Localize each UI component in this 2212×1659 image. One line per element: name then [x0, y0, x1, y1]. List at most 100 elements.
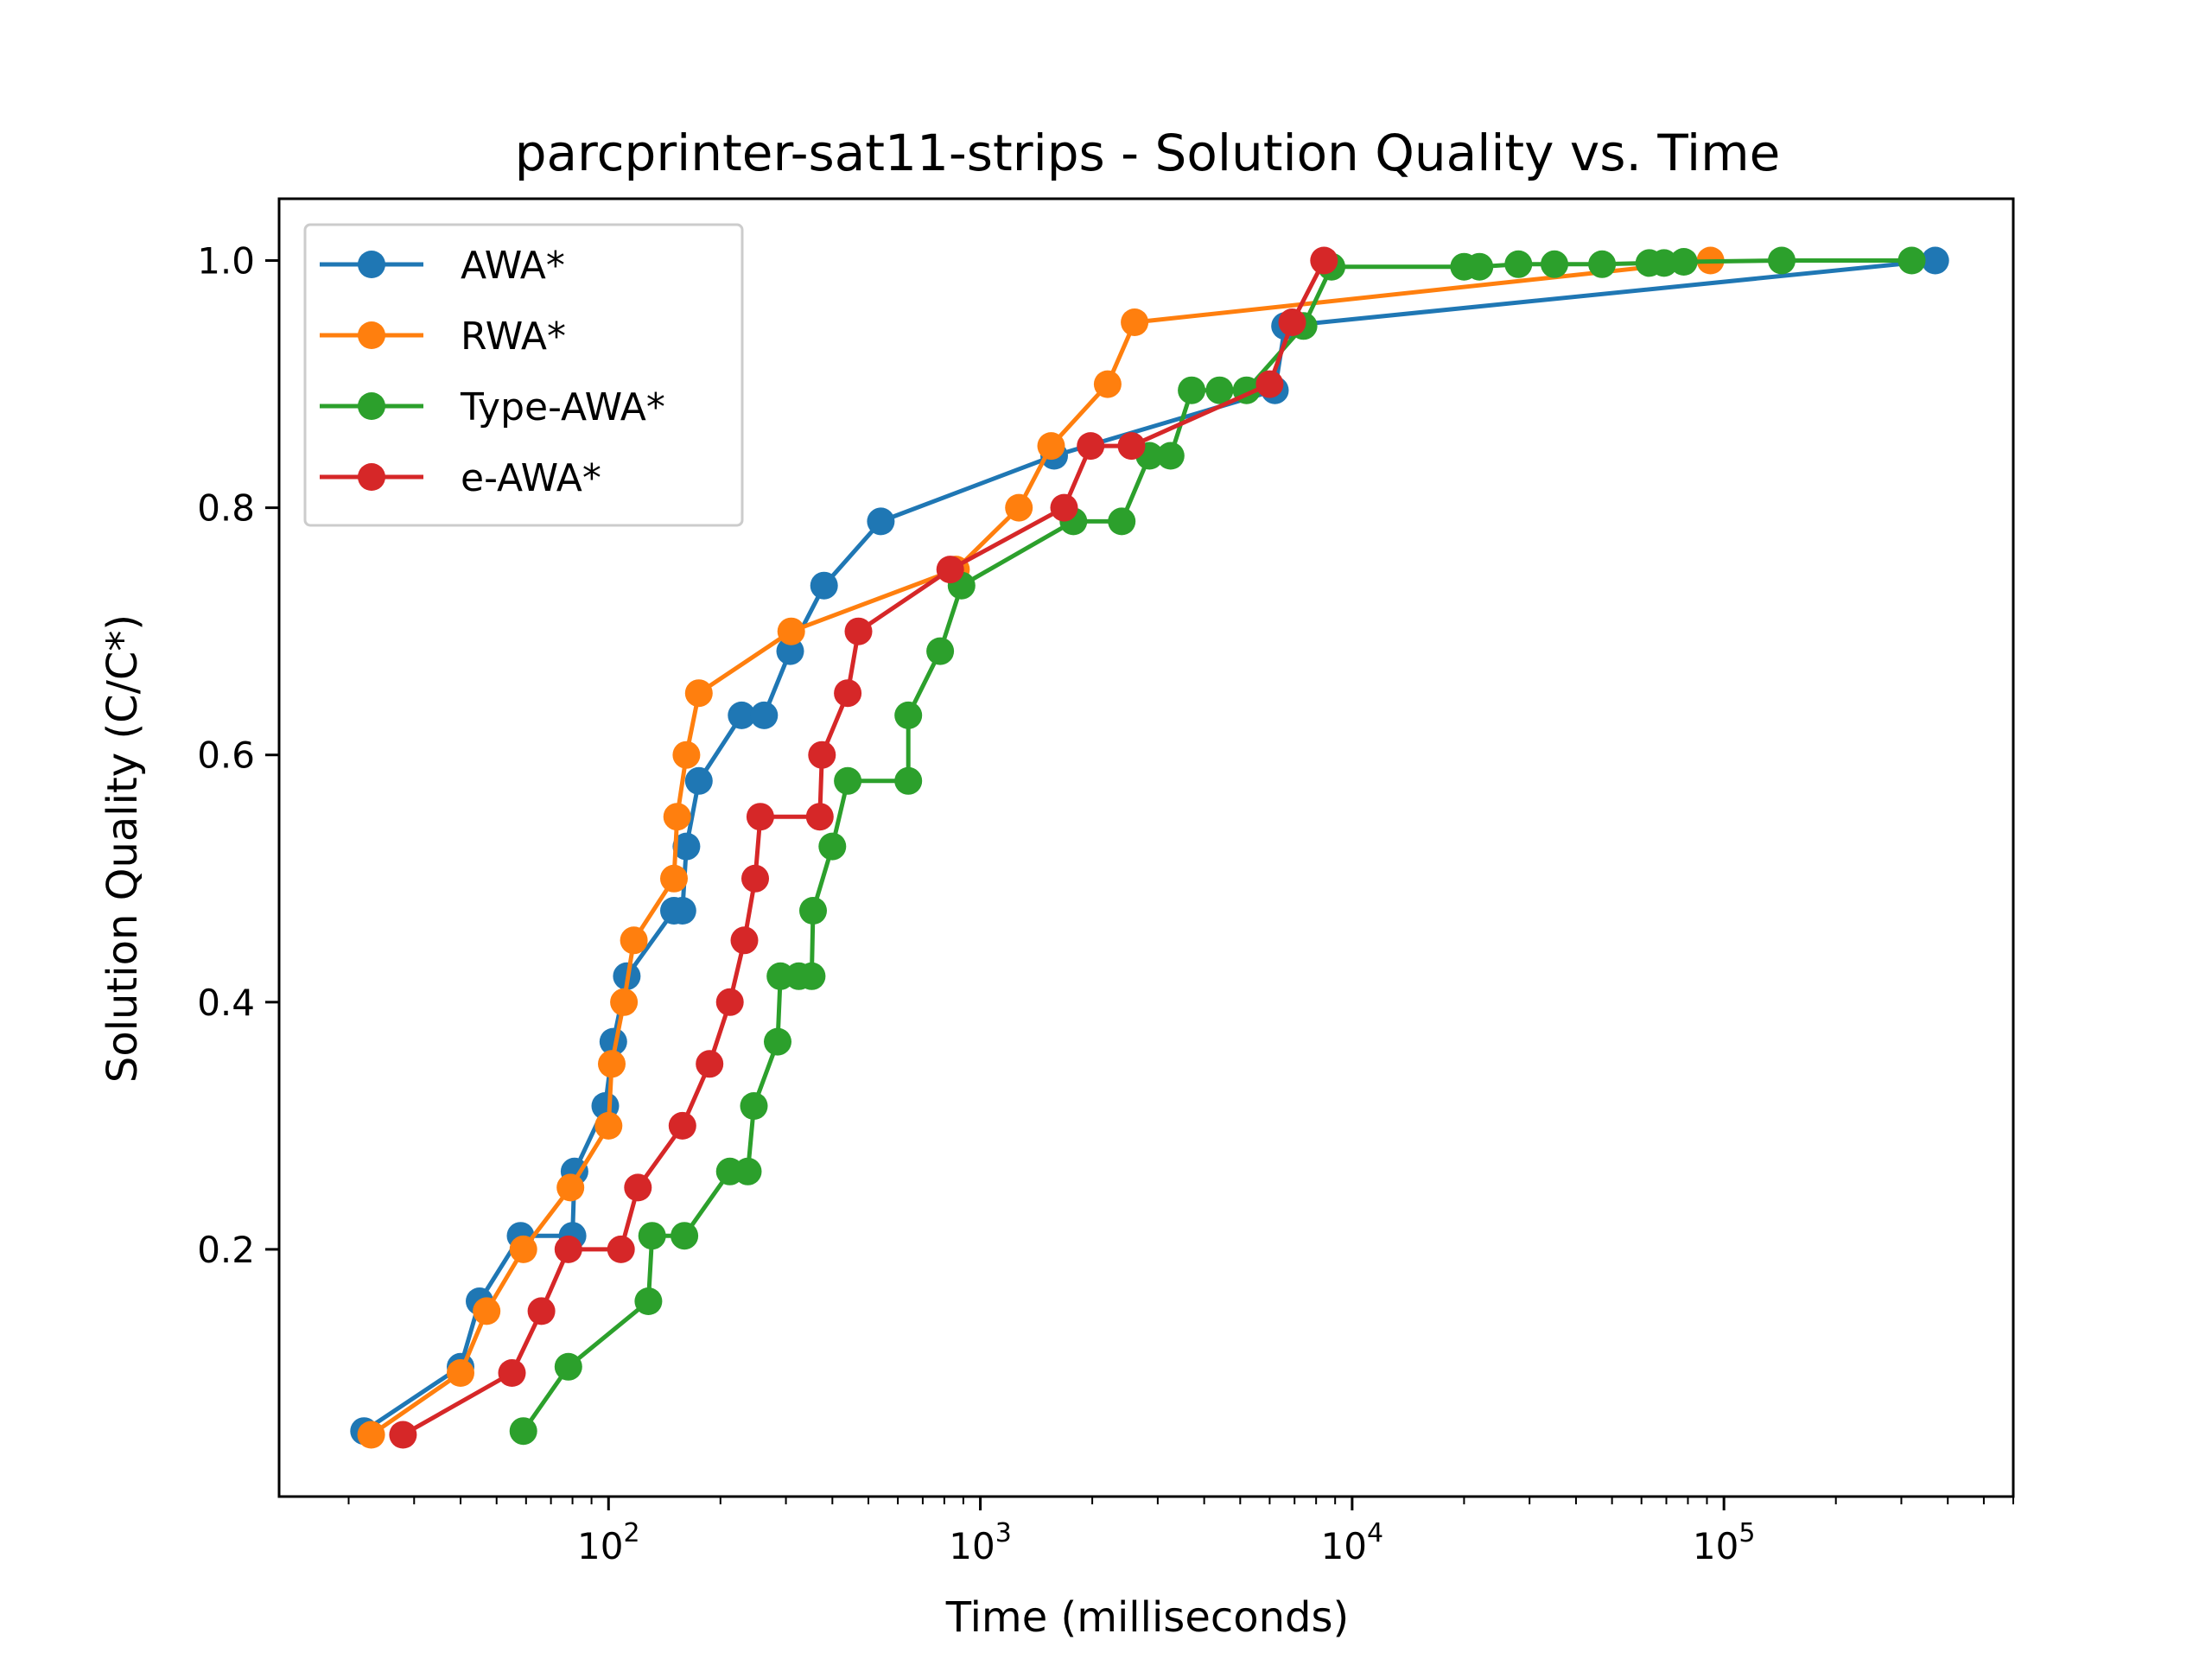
legend-label: Type-AWA*: [460, 385, 665, 429]
legend-item: Type-AWA*: [320, 385, 665, 429]
data-point: [894, 766, 923, 795]
data-point: [867, 507, 895, 536]
series-e-AWA*: [389, 246, 1338, 1449]
data-point: [810, 571, 838, 600]
data-point: [527, 1297, 556, 1325]
data-point: [1255, 370, 1284, 398]
y-tick-label: 0.4: [197, 982, 255, 1024]
data-point: [357, 1421, 385, 1449]
series-Type-AWA*: [509, 246, 1926, 1446]
data-point: [473, 1297, 501, 1325]
data-point: [818, 832, 847, 861]
data-point: [660, 864, 688, 893]
y-axis: 0.2 0.4 0.6 0.8 1.0: [197, 240, 279, 1271]
data-point: [808, 741, 836, 769]
series-layer: [350, 246, 1949, 1449]
data-point: [509, 1235, 537, 1263]
legend-marker: [358, 392, 385, 420]
data-point: [834, 679, 862, 708]
plot-area: [277, 197, 2015, 1498]
data-point: [554, 1352, 582, 1381]
data-point: [776, 637, 804, 665]
data-point: [715, 988, 744, 1016]
data-point: [926, 637, 955, 665]
x-tick-label: 103: [949, 1518, 1012, 1567]
data-point: [668, 1111, 696, 1140]
data-point: [740, 1092, 768, 1120]
legend: AWA* RWA* Type-AWA* e-AWA*: [303, 223, 744, 527]
data-point: [1465, 252, 1494, 281]
data-point: [750, 701, 779, 729]
data-point: [764, 1027, 791, 1056]
data-point: [844, 617, 873, 645]
legend-label: e-AWA*: [461, 456, 601, 500]
data-point: [1077, 432, 1105, 461]
data-point: [1897, 246, 1926, 275]
data-point: [607, 1235, 635, 1263]
data-point: [1005, 493, 1033, 522]
legend-item: RWA*: [320, 315, 566, 359]
data-point: [672, 832, 701, 861]
data-point: [1310, 246, 1338, 275]
data-point: [805, 803, 834, 831]
y-tick-label: 1.0: [197, 240, 255, 283]
data-point: [620, 926, 648, 955]
data-point: [668, 897, 696, 925]
data-point: [599, 1027, 627, 1056]
data-point: [741, 864, 769, 893]
x-axis-label: Time (milliseconds): [945, 1593, 1349, 1642]
data-point: [663, 803, 691, 831]
data-point: [936, 556, 964, 584]
data-point: [1921, 246, 1949, 275]
data-point: [1649, 249, 1678, 277]
legend-marker: [358, 321, 385, 349]
x-tick-label: 102: [577, 1518, 640, 1567]
x-tick-label: 104: [1321, 1518, 1384, 1567]
data-point: [638, 1222, 666, 1250]
data-point: [389, 1421, 417, 1449]
data-point: [1093, 370, 1122, 398]
data-point: [1178, 376, 1206, 404]
data-point: [634, 1287, 663, 1315]
x-axis: 102 103 104 105: [347, 1497, 2014, 1567]
data-point: [1504, 250, 1533, 278]
data-point: [498, 1359, 526, 1387]
chart-title: parcprinter-sat11-strips - Solution Qual…: [515, 124, 1781, 182]
x-tick-label: 105: [1693, 1518, 1756, 1567]
legend-label: AWA*: [461, 244, 565, 288]
data-point: [554, 1235, 582, 1263]
legend-item: AWA*: [320, 244, 565, 288]
y-axis-label: Solution Quality (C/C*): [99, 614, 147, 1083]
data-point: [1588, 250, 1617, 278]
data-point: [509, 1417, 537, 1446]
data-point: [594, 1111, 623, 1140]
data-point: [671, 1222, 699, 1250]
data-point: [684, 766, 713, 795]
y-tick-label: 0.6: [197, 734, 255, 777]
data-point: [672, 741, 701, 769]
data-point: [1541, 250, 1568, 278]
data-point: [730, 926, 759, 955]
data-point: [746, 803, 774, 831]
data-point: [1121, 308, 1149, 336]
data-point: [1050, 493, 1078, 522]
legend-box: [303, 223, 744, 527]
data-point: [624, 1173, 652, 1202]
data-point: [799, 897, 827, 925]
data-point: [834, 766, 862, 795]
data-point: [1108, 507, 1136, 536]
data-point: [798, 962, 826, 990]
data-point: [556, 1173, 585, 1202]
data-point: [734, 1157, 762, 1185]
data-point: [1278, 308, 1306, 336]
legend-item: e-AWA*: [320, 456, 601, 500]
data-point: [777, 617, 805, 645]
legend-marker: [358, 251, 385, 278]
data-point: [610, 988, 639, 1016]
data-point: [1669, 248, 1698, 276]
legend-marker: [358, 463, 385, 491]
data-point: [696, 1050, 724, 1078]
y-tick-label: 0.8: [197, 487, 255, 530]
